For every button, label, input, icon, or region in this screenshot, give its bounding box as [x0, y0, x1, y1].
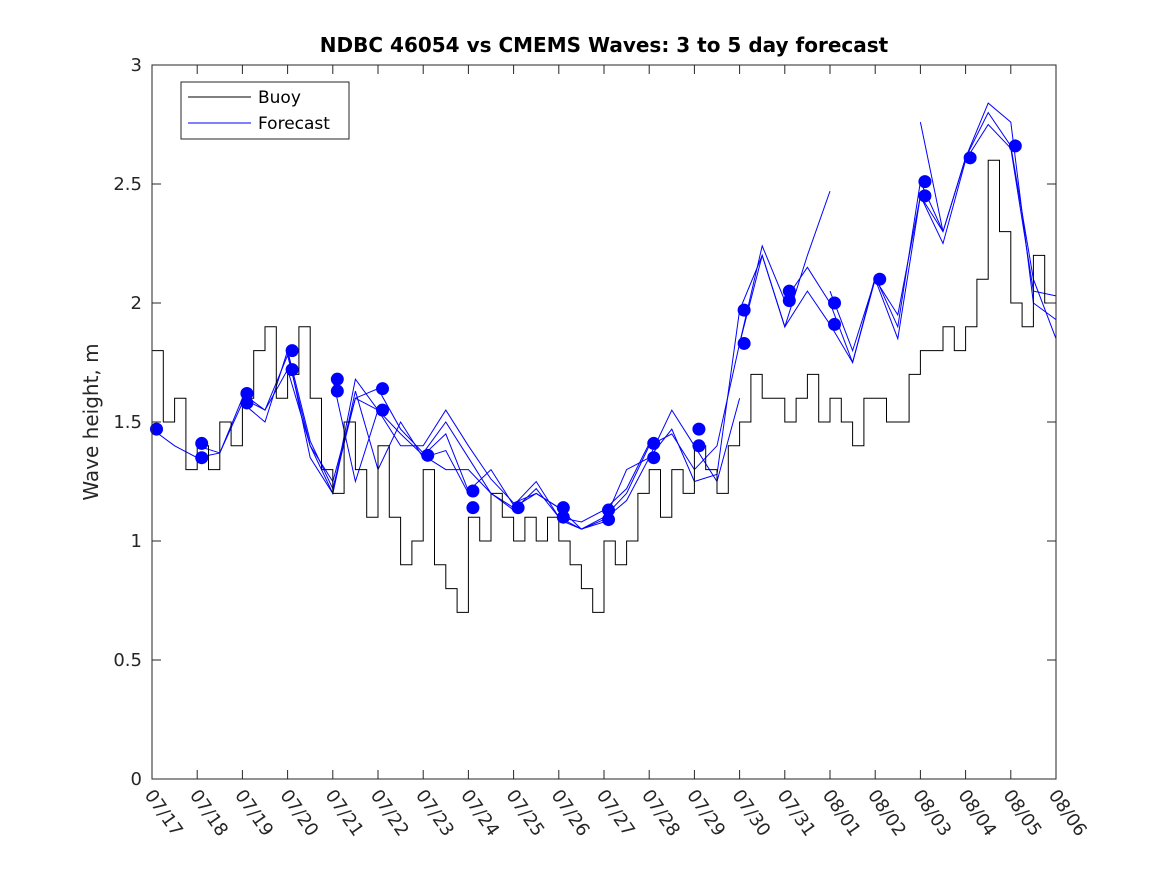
- x-tick-label: 07/17: [140, 786, 187, 841]
- forecast-marker: [647, 436, 661, 450]
- forecast-marker: [466, 501, 480, 515]
- x-tick-label: 07/28: [637, 786, 684, 841]
- y-axis-ticks: 0 0.5 1 1.5 2 2.5 3: [113, 55, 1056, 790]
- forecast-marker: [692, 439, 706, 453]
- forecast-marker: [150, 422, 164, 436]
- legend-label-forecast: Forecast: [258, 114, 330, 134]
- y-tick-label: 0.5: [113, 650, 142, 671]
- y-tick-label: 0: [131, 769, 142, 790]
- x-tick-label: 07/19: [230, 786, 277, 841]
- x-tick-label: 07/31: [773, 786, 820, 841]
- forecast-marker: [240, 396, 254, 410]
- forecast-marker: [556, 510, 570, 524]
- forecast-marker: [602, 513, 616, 527]
- forecast-marker: [782, 294, 796, 308]
- x-tick-label: 08/04: [954, 786, 1001, 841]
- forecast-marker: [511, 501, 525, 515]
- forecast-series-line-5: [332, 379, 741, 530]
- y-tick-label: 2: [131, 293, 142, 314]
- forecast-marker: [330, 372, 344, 386]
- legend-label-buoy: Buoy: [258, 88, 301, 108]
- forecast-marker: [1008, 139, 1022, 153]
- legend: Buoy Forecast: [180, 81, 350, 140]
- x-tick-label: 07/26: [547, 786, 594, 841]
- buoy-series-line: [152, 159, 1057, 613]
- x-tick-label: 07/18: [185, 786, 232, 841]
- chart-title: NDBC 46054 vs CMEMS Waves: 3 to 5 day fo…: [320, 33, 889, 57]
- forecast-marker: [195, 451, 209, 465]
- forecast-marker: [330, 384, 344, 398]
- forecast-marker: [963, 151, 977, 165]
- forecast-series-line-3: [242, 368, 560, 509]
- x-tick-label: 07/23: [411, 786, 458, 841]
- forecast-marker: [692, 422, 706, 436]
- forecast-marker: [828, 296, 842, 310]
- x-tick-label: 08/05: [999, 786, 1046, 841]
- x-tick-label: 08/03: [908, 786, 955, 841]
- x-tick-label: 07/27: [592, 786, 639, 841]
- x-tick-label: 07/24: [456, 786, 503, 841]
- legend-box: [180, 81, 350, 140]
- x-tick-label: 07/30: [728, 786, 775, 841]
- y-tick-label: 1: [131, 531, 142, 552]
- forecast-marker: [285, 363, 299, 377]
- y-tick-label: 1.5: [113, 412, 142, 433]
- forecast-marker: [918, 175, 932, 189]
- y-axis-title: Wave height, m: [79, 343, 103, 500]
- plot-area-background: [152, 65, 1056, 779]
- forecast-marker: [240, 386, 254, 400]
- forecast-series-line-4: [287, 350, 650, 523]
- forecast-markers-group: [150, 139, 1022, 527]
- y-tick-label: 2.5: [113, 174, 142, 195]
- forecast-marker: [873, 272, 887, 286]
- x-tick-label: 07/21: [321, 786, 368, 841]
- forecast-marker: [376, 403, 390, 417]
- forecast-marker: [737, 303, 751, 317]
- forecast-marker: [466, 484, 480, 498]
- x-tick-label: 07/20: [276, 786, 323, 841]
- y-tick-label: 3: [131, 55, 142, 76]
- x-tick-label: 08/02: [863, 786, 910, 841]
- forecast-marker: [376, 382, 390, 396]
- forecast-marker: [828, 317, 842, 331]
- x-tick-label: 07/22: [366, 786, 413, 841]
- forecast-series-line-9: [829, 123, 1057, 353]
- x-tick-label: 07/25: [502, 786, 549, 841]
- forecast-marker: [737, 336, 751, 350]
- forecast-marker: [195, 436, 209, 450]
- buoy-line-group: [152, 159, 1057, 613]
- forecast-marker: [918, 189, 932, 203]
- forecast-marker: [782, 284, 796, 298]
- forecast-marker: [647, 451, 661, 465]
- forecast-marker: [602, 503, 616, 517]
- x-tick-label: 08/06: [1044, 786, 1091, 841]
- forecast-marker: [556, 501, 570, 515]
- forecast-series-line-7: [558, 194, 944, 530]
- forecast-marker: [421, 448, 435, 462]
- forecast-marker: [285, 344, 299, 358]
- x-tick-label: 07/29: [682, 786, 729, 841]
- x-tick-label: 08/01: [818, 786, 865, 841]
